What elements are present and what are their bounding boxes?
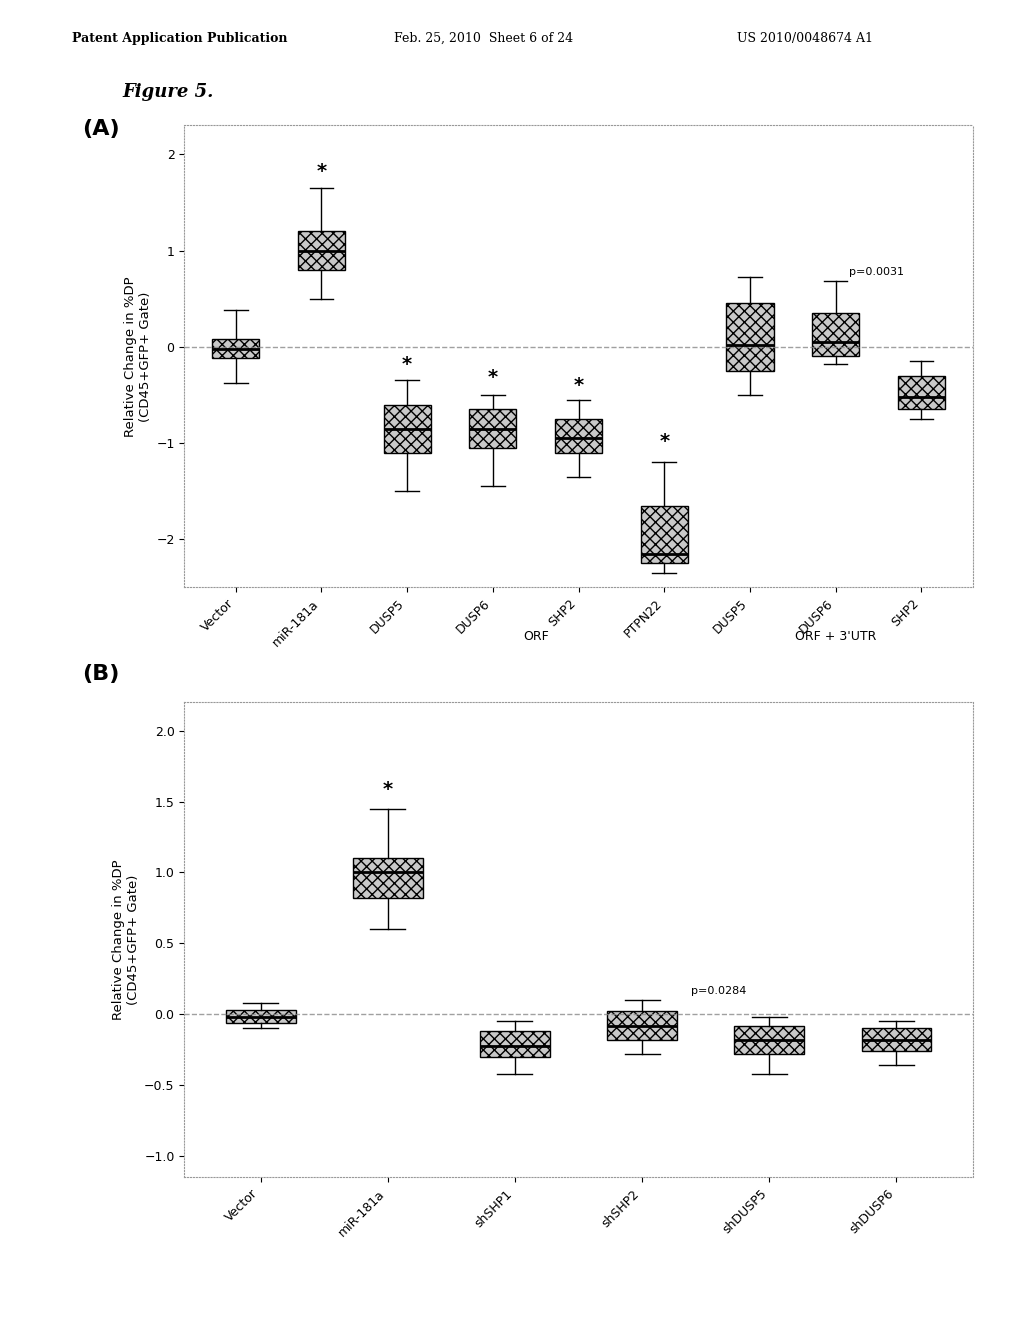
PathPatch shape (384, 404, 431, 453)
PathPatch shape (734, 1026, 804, 1055)
PathPatch shape (607, 1011, 677, 1040)
PathPatch shape (812, 313, 859, 356)
Text: ORF + 3'UTR: ORF + 3'UTR (795, 630, 877, 643)
PathPatch shape (861, 1028, 932, 1051)
Text: *: * (573, 376, 584, 395)
PathPatch shape (726, 304, 773, 371)
PathPatch shape (555, 418, 602, 453)
Text: p=0.0031: p=0.0031 (849, 268, 904, 277)
PathPatch shape (898, 376, 945, 409)
PathPatch shape (353, 858, 423, 898)
Text: *: * (316, 162, 327, 181)
Text: US 2010/0048674 A1: US 2010/0048674 A1 (737, 32, 873, 45)
Text: *: * (383, 780, 393, 799)
Text: Figure 5.: Figure 5. (123, 83, 214, 102)
Text: (B): (B) (82, 664, 119, 684)
Text: ORF: ORF (523, 630, 549, 643)
Text: *: * (402, 355, 413, 374)
Text: (A): (A) (82, 119, 120, 139)
PathPatch shape (225, 1010, 296, 1023)
PathPatch shape (641, 506, 688, 564)
Text: p=0.0284: p=0.0284 (691, 986, 746, 995)
Y-axis label: Relative Change in %DP
(CD45+GFP+ Gate): Relative Change in %DP (CD45+GFP+ Gate) (112, 859, 140, 1020)
PathPatch shape (212, 339, 259, 358)
PathPatch shape (469, 409, 516, 447)
Y-axis label: Relative Change in %DP
(CD45+GFP+ Gate): Relative Change in %DP (CD45+GFP+ Gate) (124, 276, 152, 437)
PathPatch shape (298, 231, 345, 269)
PathPatch shape (480, 1031, 550, 1057)
Text: *: * (659, 432, 670, 450)
Text: Feb. 25, 2010  Sheet 6 of 24: Feb. 25, 2010 Sheet 6 of 24 (394, 32, 573, 45)
Text: *: * (487, 368, 498, 387)
Text: Patent Application Publication: Patent Application Publication (72, 32, 287, 45)
